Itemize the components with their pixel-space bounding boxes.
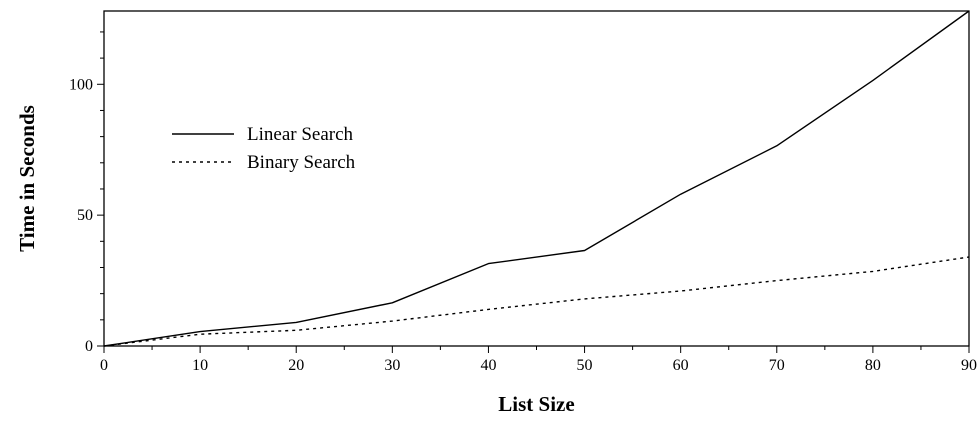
legend: Linear Search Binary Search — [172, 124, 356, 173]
series-line-linear-search — [103, 10, 970, 347]
series-layer — [103, 10, 970, 347]
x-tick-label: 10 — [192, 357, 208, 374]
y-tick-label: 100 — [69, 76, 93, 93]
legend-label: Binary Search — [247, 152, 356, 173]
x-tick-label: 0 — [100, 357, 108, 374]
x-tick-label: 30 — [384, 357, 400, 374]
plot-border — [103, 10, 970, 347]
x-tick-label: 40 — [480, 357, 496, 374]
y-tick-label: 50 — [77, 207, 93, 224]
series-line-binary-search — [103, 256, 970, 347]
x-tick-label: 20 — [288, 357, 304, 374]
x-tick-label: 50 — [577, 357, 593, 374]
y-axis-title: Time in Seconds — [15, 105, 39, 252]
y-tick-label: 0 — [85, 338, 93, 355]
x-tick-label: 60 — [673, 357, 689, 374]
x-tick-label: 90 — [961, 357, 977, 374]
legend-label: Linear Search — [247, 124, 354, 145]
x-tick-label: 70 — [769, 357, 785, 374]
plot-frame — [103, 10, 970, 347]
x-tick-label: 80 — [865, 357, 881, 374]
x-axis-ticks: 0 10 20 30 40 50 60 70 80 90 — [100, 346, 977, 374]
x-axis-title: List Size — [498, 392, 574, 416]
y-axis-ticks: 0 50 100 — [69, 31, 104, 355]
